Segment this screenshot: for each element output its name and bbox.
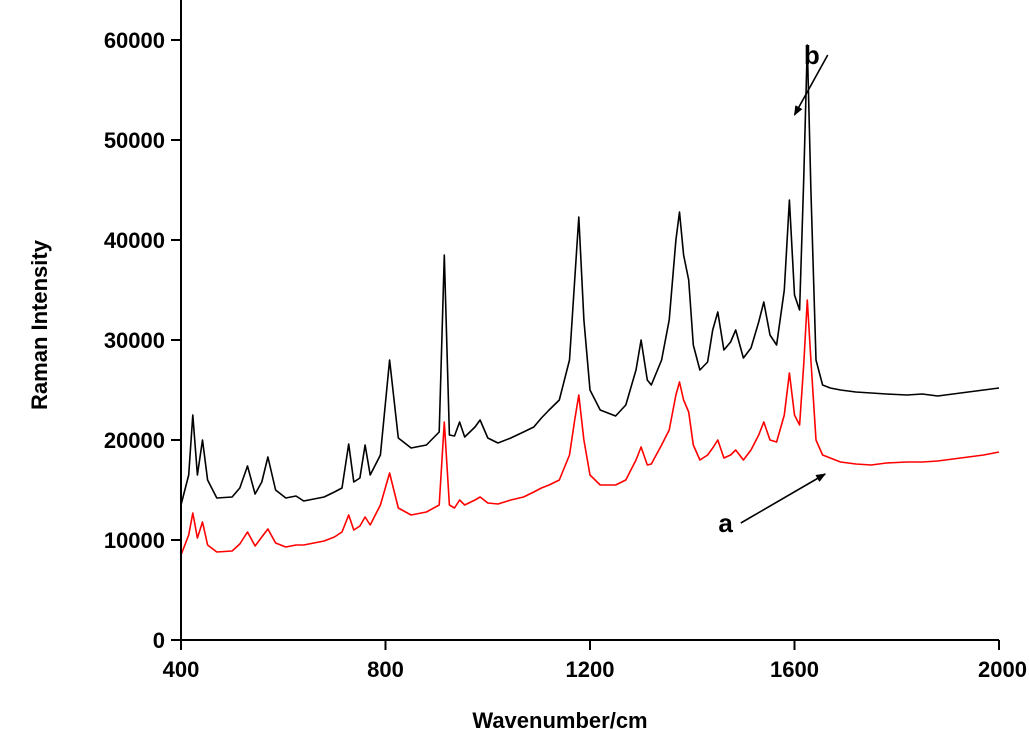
annotation-arrow-a: [740, 473, 827, 524]
x-tick-label: 1200: [566, 657, 615, 682]
y-tick-label: 20000: [104, 428, 165, 453]
x-tick-label: 2000: [978, 657, 1027, 682]
y-tick-label: 40000: [104, 228, 165, 253]
annotation-layer: ba: [718, 40, 829, 538]
annotation-label-b: b: [804, 40, 820, 70]
y-tick-label: 0: [153, 628, 165, 653]
annotation-label-a: a: [718, 508, 733, 538]
y-tick-label: 60000: [104, 28, 165, 53]
annotation-arrow-b: [793, 54, 829, 116]
y-tick-label: 10000: [104, 528, 165, 553]
series-line-b: [180, 44, 1000, 506]
x-axis-title: Wavenumber/cm: [472, 708, 647, 729]
y-tick-label: 30000: [104, 328, 165, 353]
series-line-a: [180, 299, 1000, 556]
x-tick-label: 400: [163, 657, 200, 682]
series-layer: [180, 44, 1000, 556]
x-tick-label: 800: [367, 657, 404, 682]
y-tick-label: 50000: [104, 128, 165, 153]
axes-layer: 0 10000 20000 30000 40000 50000 60000 400 800 120…: [104, 0, 1027, 682]
x-tick-label: 1600: [770, 657, 819, 682]
y-axis-title: Raman Intensity: [27, 239, 52, 410]
